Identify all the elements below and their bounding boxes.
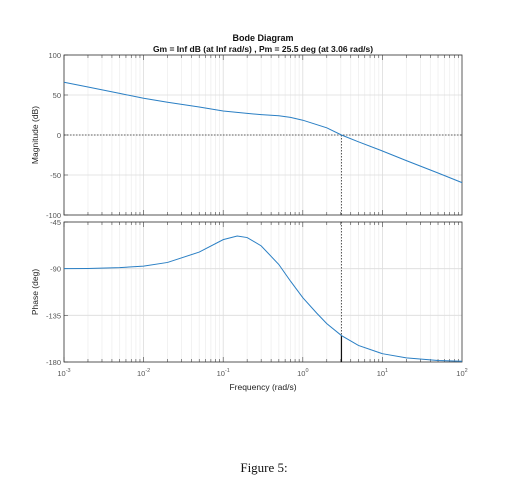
axis-box (63, 221, 463, 363)
x-tick-label: 100 (297, 368, 308, 378)
y-tick-label: 50 (53, 91, 61, 100)
axes-layer (63, 54, 463, 363)
y-tick-label: 100 (48, 51, 61, 60)
x-tick-label: 101 (377, 368, 388, 378)
x-tick-label: 10-2 (137, 368, 150, 378)
panel-background (64, 222, 462, 362)
text-layer: 100 50 0 -50 -100 Magnitude (dB) -45 -90 -135 -18… (30, 33, 468, 392)
chart-title: Bode Diagram (232, 33, 293, 43)
y-tick-label: -50 (50, 171, 61, 180)
data-layer (63, 81, 463, 362)
y-tick-label: -100 (46, 211, 61, 220)
figure-caption: Figure 5: (240, 460, 288, 475)
x-tick-label: 10-3 (57, 368, 70, 378)
grid-layer (63, 54, 462, 363)
y-tick-label: -180 (46, 358, 61, 367)
y-tick-label: -45 (50, 218, 61, 227)
y-tick-label: -135 (46, 311, 61, 320)
phase-axis-label: Phase (deg) (30, 269, 40, 315)
magnitude-curve (63, 81, 463, 184)
y-tick-label: -90 (50, 265, 61, 274)
axis-box (63, 54, 463, 216)
magnitude-axis-label: Magnitude (dB) (30, 106, 40, 164)
x-tick-label: 102 (456, 368, 467, 378)
y-tick-label: 0 (57, 131, 61, 140)
phase-curve (63, 235, 463, 362)
x-axis-label: Frequency (rad/s) (229, 382, 296, 392)
chart-subtitle: Gm = Inf dB (at Inf rad/s) , Pm = 25.5 d… (153, 44, 373, 54)
x-tick-label: 10-1 (217, 368, 230, 378)
